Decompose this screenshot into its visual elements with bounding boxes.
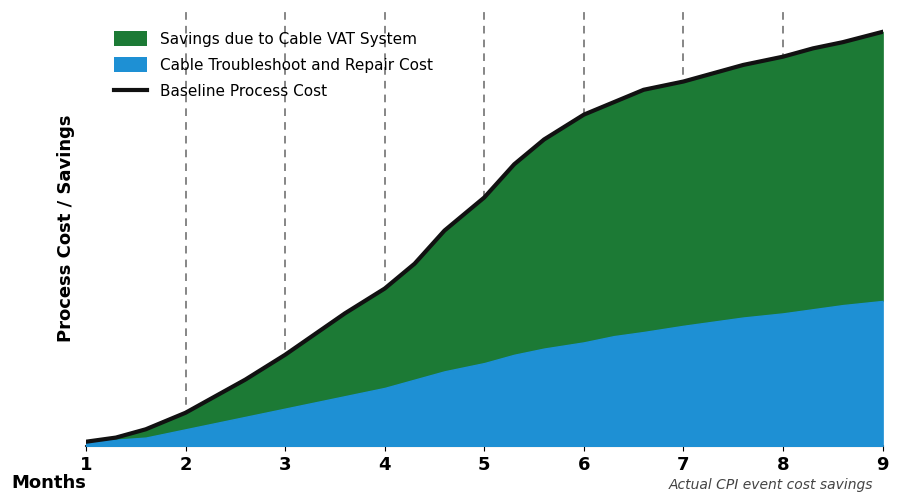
Y-axis label: Process Cost / Savings: Process Cost / Savings: [57, 114, 75, 342]
Text: Actual CPI event cost savings: Actual CPI event cost savings: [669, 478, 873, 492]
Legend: Savings due to Cable VAT System, Cable Troubleshoot and Repair Cost, Baseline Pr: Savings due to Cable VAT System, Cable T…: [102, 19, 445, 111]
Text: Months: Months: [11, 474, 86, 492]
